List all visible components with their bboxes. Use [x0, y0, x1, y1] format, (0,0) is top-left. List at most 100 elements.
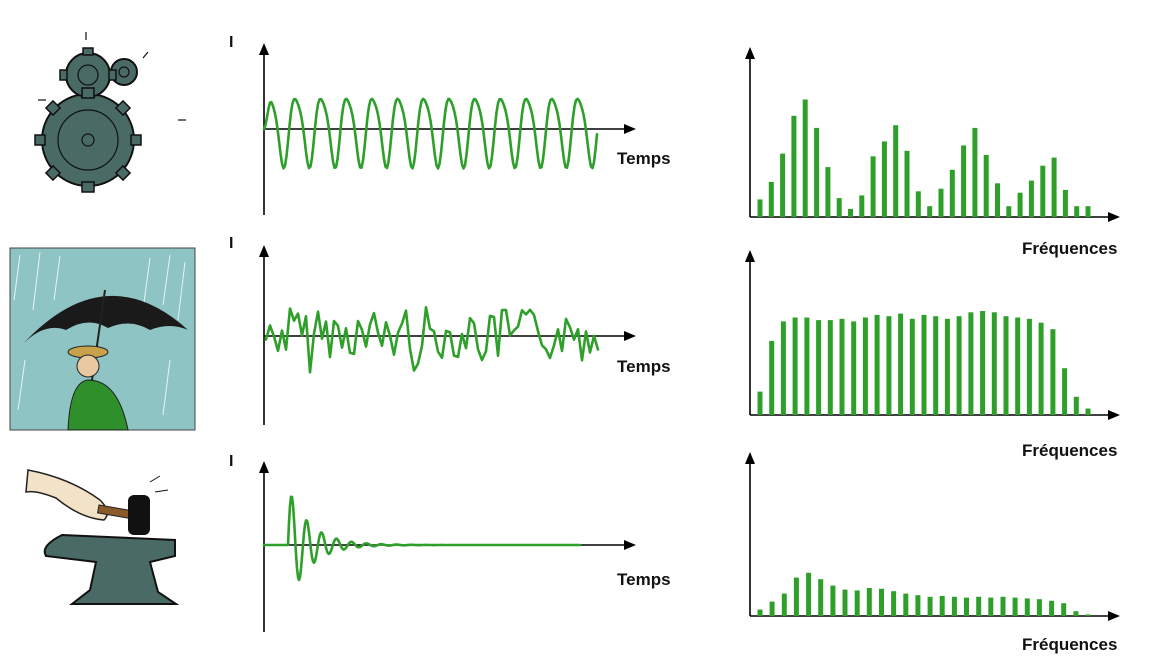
spectrum-bar [818, 579, 824, 616]
spectrum-bar [904, 150, 910, 217]
spectrum-bar [1003, 316, 1009, 415]
time-label: Temps [617, 570, 671, 589]
spectrum-bar [972, 127, 978, 217]
spectrum-bar [830, 585, 836, 616]
spectrum-bar [893, 125, 899, 217]
spectrum-bars [757, 99, 1091, 218]
spectrum-bar [898, 313, 904, 415]
intensity-label: I [229, 235, 233, 252]
spectrum-bar [944, 318, 950, 415]
frequency-label: Fréquences [1022, 635, 1117, 654]
spectrum-bar [1085, 614, 1091, 616]
spectrum-bar [1062, 368, 1068, 415]
spectrum-bar [1024, 598, 1030, 616]
spectrum-bar [780, 321, 786, 415]
spectrum-bar [988, 597, 994, 616]
hammer-anvil-icon [25, 469, 180, 605]
spectrum-bar [793, 577, 799, 616]
spectrum-bar [836, 198, 842, 217]
spectrum-bar [1017, 192, 1023, 217]
spectrum-chart-3: Fréquences [745, 452, 1120, 654]
spectrum-bar [1050, 329, 1056, 415]
spectrum-bar [769, 340, 775, 415]
spectrum-bar [891, 591, 897, 616]
spectrum-bar [769, 601, 775, 616]
spectrum-bar [825, 167, 831, 218]
spectrum-bar [1040, 165, 1046, 217]
spectrum-bar [757, 391, 763, 415]
gears-icon [34, 32, 186, 193]
spectrum-bar [976, 596, 982, 616]
time-chart-3: I Temps [229, 453, 671, 632]
spectrum-bar [1073, 396, 1079, 415]
spectrum-bar [1074, 206, 1080, 217]
spectrum-bar [933, 316, 939, 415]
spectrum-bar [1028, 180, 1034, 218]
spectrum-bar [814, 127, 820, 217]
spectrum-bar [1012, 597, 1018, 616]
spectrum-bar [848, 208, 853, 217]
frequency-label: Fréquences [1022, 239, 1117, 258]
spectrum-chart-1: Fréquences [745, 47, 1120, 258]
spectrum-bar [968, 312, 974, 415]
spectrum-bar [995, 183, 1000, 218]
spectrum-bar [1036, 599, 1042, 616]
spectrum-bar [862, 317, 868, 415]
signal-periodic [262, 97, 599, 170]
spectrum-bar [842, 589, 848, 616]
spectrum-bar [1061, 603, 1067, 616]
spectrum-bar [927, 206, 933, 217]
spectrum-bar [939, 596, 945, 616]
frequency-label: Fréquences [1022, 441, 1117, 460]
spectrum-bar [991, 312, 997, 415]
spectrum-bar [938, 188, 944, 217]
signal-impulse [262, 495, 582, 582]
spectrum-bar [816, 320, 822, 415]
spectrum-bar [1026, 318, 1032, 415]
spectrum-bar [827, 320, 833, 415]
spectrum-bar [903, 593, 909, 616]
spectrum-bar [964, 597, 969, 616]
spectrum-bar [961, 145, 967, 217]
spectrum-bar [791, 115, 797, 218]
spectrum-bar [757, 609, 763, 616]
spectrum-bar [1038, 322, 1044, 415]
spectrum-bar [1000, 596, 1006, 616]
rain-umbrella-icon [9, 247, 196, 431]
spectrum-bar [804, 317, 810, 415]
spectrum-bar [915, 595, 921, 616]
spectrum-bar [951, 596, 957, 616]
spectrum-bar [956, 316, 962, 415]
spectrum-bar [1049, 600, 1055, 616]
spectrum-bar [854, 590, 860, 616]
spectrum-bar [1085, 408, 1091, 415]
spectrum-bar [781, 593, 787, 616]
spectrum-bar [980, 311, 986, 415]
spectrum-bar [859, 195, 865, 217]
spectrum-bars [757, 572, 1091, 616]
time-chart-2: I Temps [229, 235, 671, 425]
spectrum-bar [1073, 611, 1079, 616]
spectrum-bar [780, 153, 786, 217]
spectrum-bar [870, 156, 876, 218]
spectrum-bar [921, 314, 927, 415]
spectrum-bar [874, 314, 880, 415]
time-chart-1: I Temps [229, 34, 671, 215]
spectrum-bar [851, 321, 857, 415]
spectrum-bar [1006, 206, 1012, 217]
spectrum-bar [839, 318, 845, 415]
spectrum-bar [866, 588, 872, 616]
spectrum-bar [927, 596, 933, 616]
spectrum-bar [806, 572, 812, 616]
spectrum-bar [983, 154, 989, 217]
spectrum-bar [1051, 157, 1057, 217]
spectrum-bar [915, 191, 921, 217]
spectrum-bar [1062, 190, 1068, 217]
intensity-label: I [229, 453, 233, 470]
spectrum-bar [879, 588, 884, 616]
time-label: Temps [617, 149, 671, 168]
spectrum-bar [949, 169, 955, 218]
spectrum-bars [757, 311, 1091, 415]
intensity-label: I [229, 34, 233, 51]
